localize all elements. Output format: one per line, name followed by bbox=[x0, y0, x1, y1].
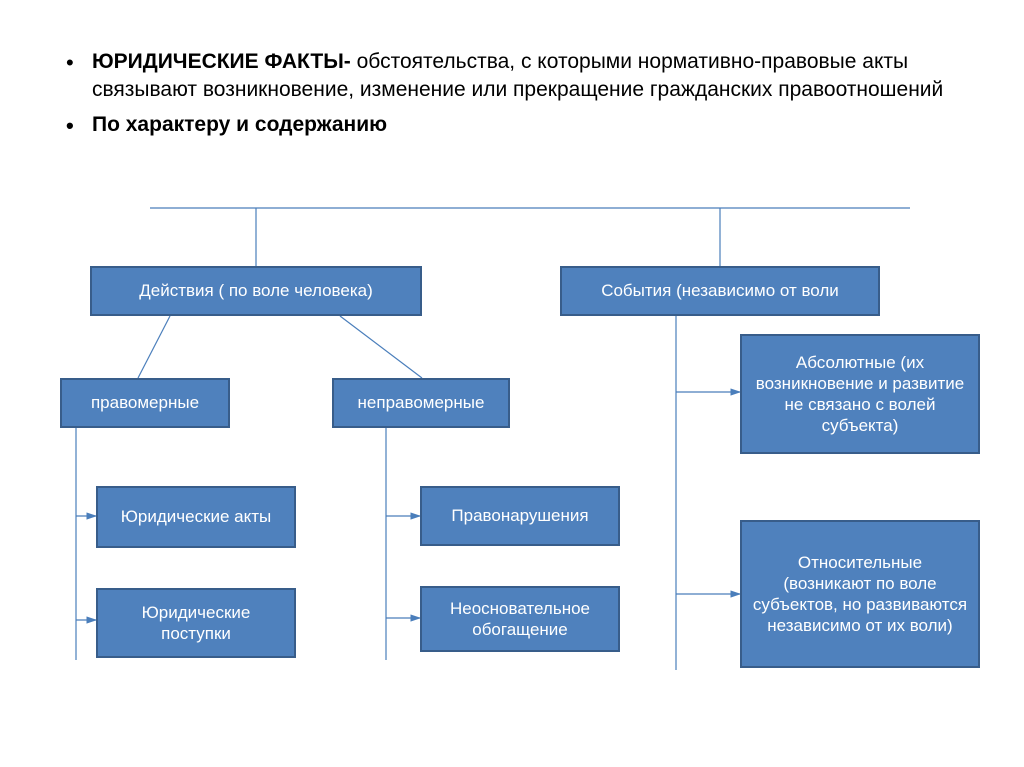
bullet-2: По характеру и содержанию bbox=[64, 111, 960, 139]
node-events: События (независимо от воли bbox=[560, 266, 880, 316]
flowchart: Действия ( по воле человека) События (нез… bbox=[0, 200, 1024, 760]
node-relative: Относительные (возникают по воле субъект… bbox=[740, 520, 980, 668]
node-enrich: Неосновательное обогащение bbox=[420, 586, 620, 652]
node-lawful: правомерные bbox=[60, 378, 230, 428]
node-absolute: Абсолютные (их возникновение и развитие … bbox=[740, 334, 980, 454]
node-unlawful: неправомерные bbox=[332, 378, 510, 428]
node-juracts: Юридические акты bbox=[96, 486, 296, 548]
node-actions: Действия ( по воле человека) bbox=[90, 266, 422, 316]
bullet-list: ЮРИДИЧЕСКИЕ ФАКТЫ- обстоятельства, с кот… bbox=[0, 0, 1024, 157]
bullet-1-bold: ЮРИДИЧЕСКИЕ ФАКТЫ- bbox=[92, 50, 357, 73]
bullet-1: ЮРИДИЧЕСКИЕ ФАКТЫ- обстоятельства, с кот… bbox=[64, 48, 960, 105]
node-offenses: Правонарушения bbox=[420, 486, 620, 546]
node-juractions: Юридические поступки bbox=[96, 588, 296, 658]
